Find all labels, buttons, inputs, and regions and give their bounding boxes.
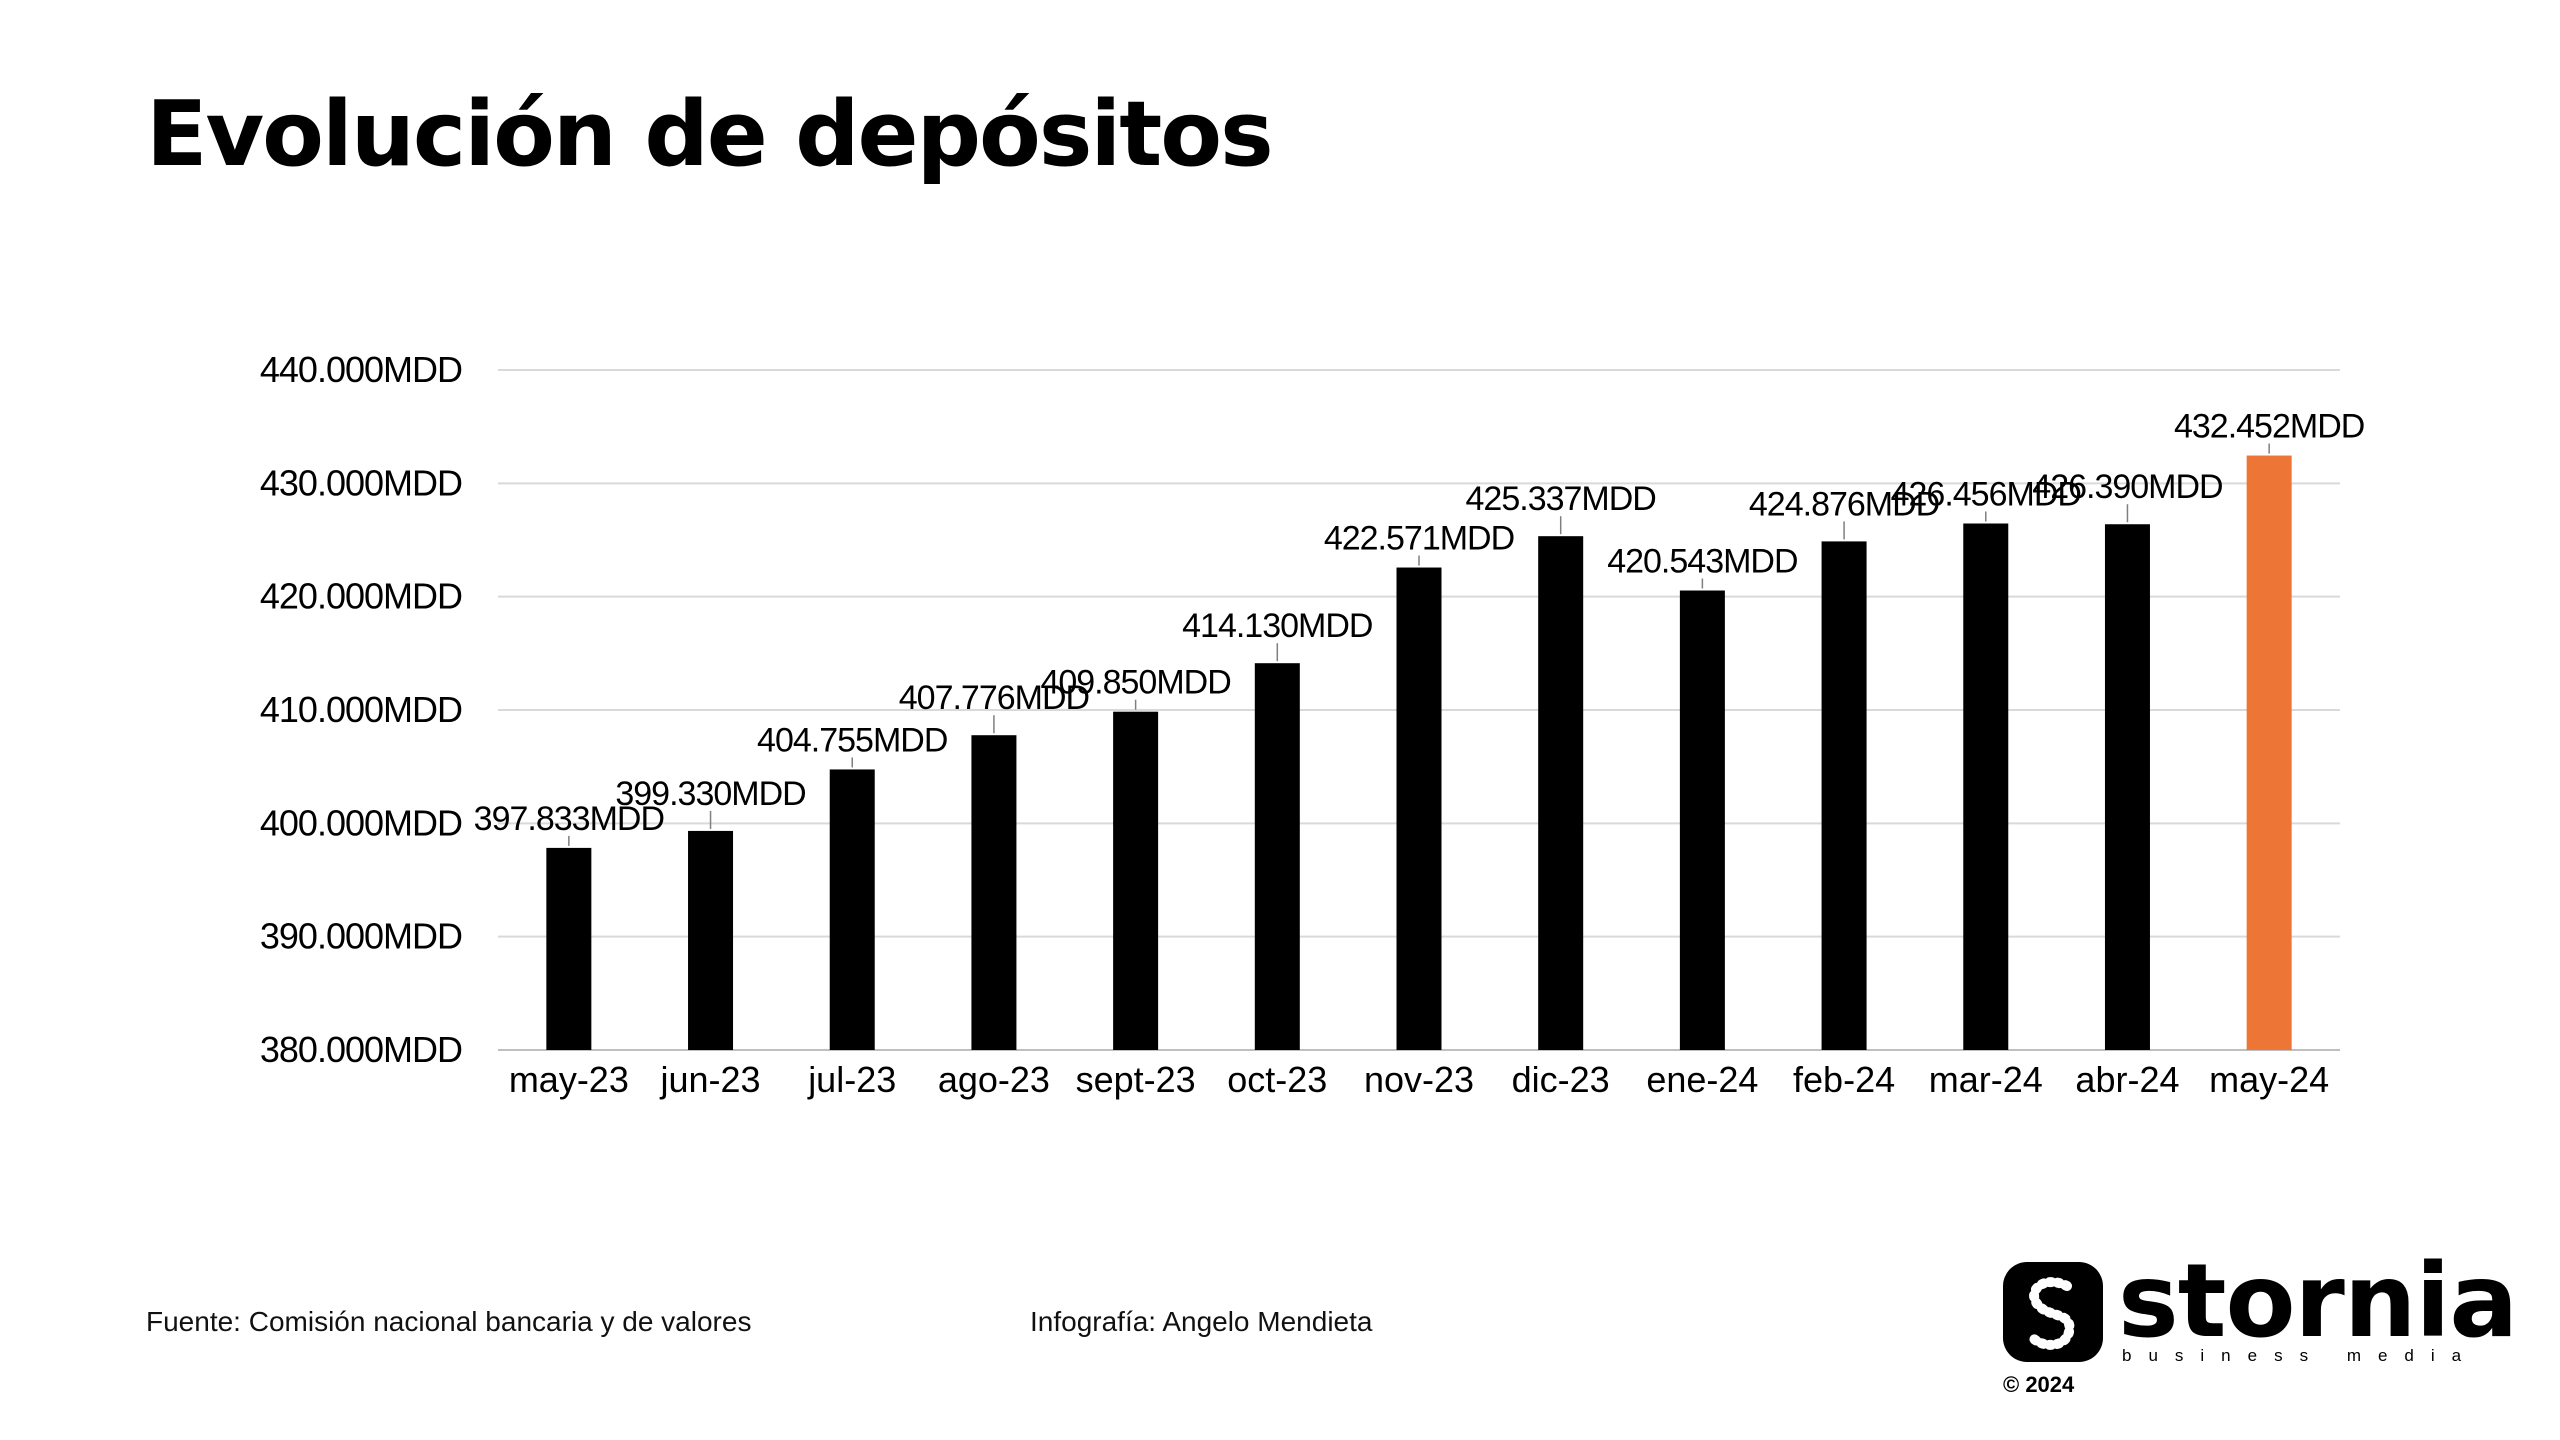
data-label: 422.571MDD <box>1324 520 1514 558</box>
copyright: © 2024 <box>2003 1372 2075 1397</box>
page-title: Evolución de depósitos <box>146 82 1274 187</box>
data-label: 425.337MDD <box>1466 480 1656 518</box>
x-tick-label: abr-24 <box>2075 1059 2179 1100</box>
data-label: 397.833MDD <box>474 800 664 838</box>
bar <box>1113 711 1159 1050</box>
bar <box>1963 523 2009 1050</box>
data-label: 399.330MDD <box>615 775 805 813</box>
x-tick-label: may-23 <box>509 1059 629 1100</box>
data-label: 424.876MDD <box>1749 485 1939 523</box>
y-tick-label: 400.000MDD <box>260 802 462 843</box>
bar <box>2246 455 2292 1050</box>
x-tick-label: nov-23 <box>1364 1059 1474 1100</box>
bar <box>829 769 875 1050</box>
x-tick-label: ene-24 <box>1646 1059 1758 1100</box>
x-tick-label: jun-23 <box>659 1059 760 1100</box>
data-label: 420.543MDD <box>1607 543 1797 581</box>
bar <box>546 847 592 1050</box>
x-tick-label: feb-24 <box>1793 1059 1895 1100</box>
y-tick-label: 430.000MDD <box>260 462 462 503</box>
source-note: Fuente: Comisión nacional bancaria y de … <box>146 1306 752 1337</box>
y-tick-label: 420.000MDD <box>260 576 462 617</box>
x-tick-label: may-24 <box>2209 1059 2329 1100</box>
bar <box>1821 541 1867 1050</box>
x-tick-label: oct-23 <box>1227 1059 1327 1100</box>
data-label: 407.776MDD <box>899 679 1089 717</box>
logo-tagline: business media <box>2122 1346 2479 1365</box>
bar-chart: 380.000MDD 390.000MDD 400.000MDD 410.000MDD… <box>260 349 2365 1100</box>
bar <box>971 735 1017 1050</box>
data-label: 409.850MDD <box>1040 664 1230 702</box>
y-tick-label: 440.000MDD <box>260 349 462 390</box>
bar <box>688 830 734 1050</box>
y-tick-label: 390.000MDD <box>260 916 462 957</box>
x-tick-label: dic-23 <box>1512 1059 1610 1100</box>
x-tick-label: ago-23 <box>938 1059 1050 1100</box>
x-tick-label: sept-23 <box>1076 1059 1196 1100</box>
data-label: 432.452MDD <box>2174 408 2364 446</box>
credit-note: Infografía: Angelo Mendieta <box>1030 1306 1373 1337</box>
data-label: 404.755MDD <box>757 721 947 759</box>
y-tick-label: 380.000MDD <box>260 1029 462 1070</box>
x-tick-label: jul-23 <box>807 1059 896 1100</box>
x-tick-label: mar-24 <box>1929 1059 2043 1100</box>
data-label: 426.456MDD <box>1891 475 2081 513</box>
bar <box>1396 567 1442 1050</box>
bar <box>1679 590 1725 1050</box>
data-label: 426.390MDD <box>2032 468 2222 506</box>
logo-name: stornia <box>2118 1242 2518 1361</box>
bar <box>1254 663 1300 1050</box>
y-tick-label: 410.000MDD <box>260 689 462 730</box>
bar <box>2104 524 2150 1050</box>
stornia-logo-icon <box>2003 1262 2103 1362</box>
data-label: 414.130MDD <box>1182 607 1372 645</box>
bar <box>1538 536 1584 1050</box>
